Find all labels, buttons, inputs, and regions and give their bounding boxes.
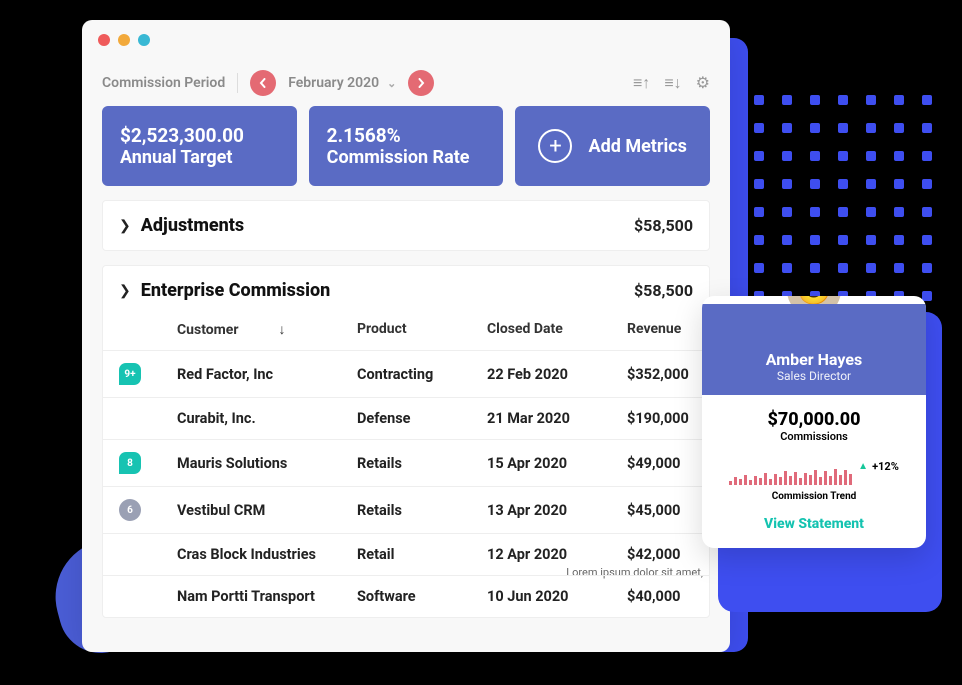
cell-customer: Vestibul CRM <box>177 502 357 519</box>
add-metrics-label: Add Metrics <box>588 136 686 157</box>
chevron-right-icon: ❯ <box>119 218 131 234</box>
sort-arrow-down-icon[interactable]: ↓ <box>278 321 285 338</box>
table-header: Customer ↓ Product Closed Date Revenue <box>103 315 709 350</box>
metrics-row: $2,523,300.00 Annual Target 2.1568% Comm… <box>82 106 730 200</box>
cell-customer: Red Factor, Inc <box>177 366 357 383</box>
triangle-up-icon: ▲ <box>858 461 868 472</box>
cell-revenue: $190,000 <box>627 410 693 427</box>
table-row[interactable]: 9+ Red Factor, IncContracting22 Feb 2020$… <box>103 350 709 397</box>
commission-label: Commissions <box>714 430 914 443</box>
table-row[interactable]: 8 Mauris SolutionsRetails15 Apr 2020$49,0… <box>103 439 709 486</box>
cell-product: Contracting <box>357 366 487 383</box>
chevron-right-icon <box>416 78 426 88</box>
metric-value: 2.1568% <box>327 124 486 147</box>
table-row[interactable]: Curabit, Inc.Defense21 Mar 2020$190,000 <box>103 397 709 439</box>
chevron-left-icon <box>258 78 268 88</box>
cell-closed-date: 12 Apr 2020 <box>487 546 627 563</box>
col-product[interactable]: Product <box>357 321 487 338</box>
traffic-light-max[interactable] <box>138 34 150 46</box>
cell-revenue: $45,000 <box>627 502 693 519</box>
cell-customer: Nam Portti Transport <box>177 588 357 605</box>
table-body: 9+Red Factor, IncContracting22 Feb 2020$… <box>103 350 709 617</box>
gear-icon[interactable]: ⚙ <box>696 73 710 93</box>
cell-customer: Curabit, Inc. <box>177 410 357 427</box>
chevron-down-icon: ⌄ <box>387 77 396 90</box>
next-month-button[interactable] <box>408 70 434 96</box>
prev-month-button[interactable] <box>250 70 276 96</box>
cell-customer: Cras Block Industries <box>177 546 357 563</box>
cell-revenue: $49,000 <box>627 455 693 472</box>
traffic-light-close[interactable] <box>98 34 110 46</box>
adjustments-header[interactable]: ❯ Adjustments $58,500 <box>103 201 709 250</box>
cell-customer: Mauris Solutions <box>177 455 357 472</box>
enterprise-header[interactable]: ❯ Enterprise Commission $58,500 <box>103 266 709 315</box>
plus-icon: + <box>538 129 572 163</box>
window-titlebar <box>82 20 730 60</box>
commission-amount: $70,000.00 <box>714 409 914 430</box>
commission-sparkline <box>729 455 852 485</box>
cell-closed-date: 10 Jun 2020 <box>487 588 627 605</box>
cell-closed-date: 21 Mar 2020 <box>487 410 627 427</box>
profile-header: Amber Hayes Sales Director <box>702 304 926 395</box>
cell-product: Defense <box>357 410 487 427</box>
cell-product: Retails <box>357 502 487 519</box>
sort-desc-icon[interactable]: ≡↓ <box>664 73 681 93</box>
add-metrics-button[interactable]: + Add Metrics <box>515 106 710 186</box>
table-row[interactable]: Nam Portti TransportSoftware10 Jun 2020$… <box>103 575 709 617</box>
divider <box>237 73 238 93</box>
table-row[interactable]: Cras Block IndustriesRetail12 Apr 2020$4… <box>103 533 709 575</box>
cell-revenue: $42,000 <box>627 546 693 563</box>
cell-product: Software <box>357 588 487 605</box>
notification-badge: 8 <box>119 452 141 474</box>
metric-label: Commission Rate <box>327 147 486 168</box>
col-customer[interactable]: Customer <box>177 322 238 338</box>
table-row[interactable]: 6 Vestibul CRMRetails13 Apr 2020$45,000 <box>103 486 709 533</box>
metric-label: Annual Target <box>120 147 279 168</box>
cell-closed-date: 15 Apr 2020 <box>487 455 627 472</box>
cell-closed-date: 13 Apr 2020 <box>487 502 627 519</box>
app-window: Commission Period February 2020 ⌄ ≡↑ ≡↓ … <box>82 20 730 652</box>
chevron-right-icon: ❯ <box>119 283 131 299</box>
traffic-light-min[interactable] <box>118 34 130 46</box>
enterprise-amount: $58,500 <box>634 281 693 300</box>
adjustments-panel: ❯ Adjustments $58,500 <box>102 200 710 251</box>
enterprise-panel: ❯ Enterprise Commission $58,500 Customer… <box>102 265 710 618</box>
metric-annual-target[interactable]: $2,523,300.00 Annual Target <box>102 106 297 186</box>
toolbar-actions: ≡↑ ≡↓ ⚙ <box>633 73 710 93</box>
toolbar: Commission Period February 2020 ⌄ ≡↑ ≡↓ … <box>82 60 730 106</box>
metric-commission-rate[interactable]: 2.1568% Commission Rate <box>309 106 504 186</box>
profile-role: Sales Director <box>712 369 916 383</box>
metric-value: $2,523,300.00 <box>120 124 279 147</box>
adjustments-amount: $58,500 <box>634 216 693 235</box>
notification-badge: 6 <box>119 499 141 521</box>
cell-product: Retails <box>357 455 487 472</box>
commission-delta: ▲ +12% <box>858 460 899 473</box>
month-label: February 2020 <box>288 75 379 91</box>
col-revenue[interactable]: Revenue <box>627 321 693 338</box>
cell-revenue: $352,000 <box>627 366 693 383</box>
cell-closed-date: 22 Feb 2020 <box>487 366 627 383</box>
month-selector[interactable]: February 2020 ⌄ <box>288 75 396 91</box>
col-closed[interactable]: Closed Date <box>487 321 627 338</box>
sort-asc-icon[interactable]: ≡↑ <box>633 73 650 93</box>
view-statement-link[interactable]: View Statement <box>714 516 914 532</box>
notification-badge: 9+ <box>119 363 141 385</box>
adjustments-title: Adjustments <box>141 215 244 236</box>
cell-product: Retail <box>357 546 487 563</box>
profile-card: 🙂 Amber Hayes Sales Director $70,000.00 … <box>702 296 926 548</box>
enterprise-title: Enterprise Commission <box>141 280 331 301</box>
period-label: Commission Period <box>102 75 225 91</box>
cell-revenue: $40,000 <box>627 588 693 605</box>
profile-body: $70,000.00 Commissions ▲ +12% Commission… <box>702 395 926 548</box>
profile-name: Amber Hayes <box>712 350 916 369</box>
trend-label: Commission Trend <box>714 491 914 502</box>
